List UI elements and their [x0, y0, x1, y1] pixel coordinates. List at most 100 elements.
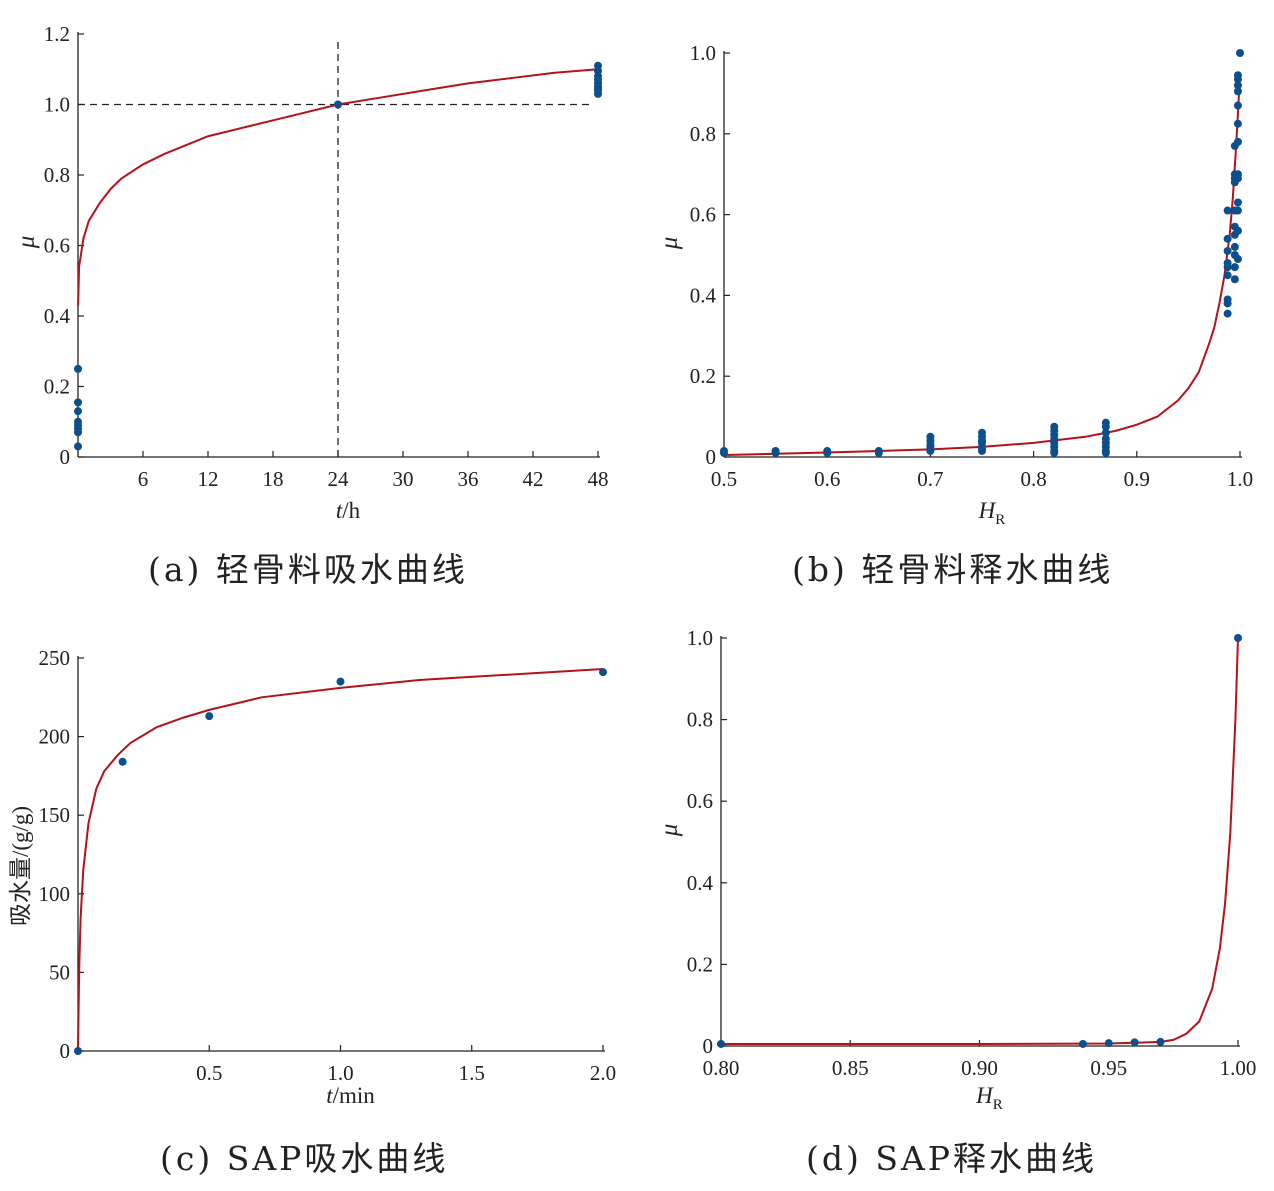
- data-point: [1234, 634, 1242, 642]
- data-point: [1101, 428, 1110, 437]
- data-point: [1223, 206, 1232, 215]
- data-point: [1156, 1037, 1165, 1046]
- data-point: [74, 1047, 82, 1055]
- data-point: [1233, 75, 1242, 84]
- y-tick-label: 50: [49, 960, 70, 984]
- x-tick-label: 36: [458, 467, 479, 491]
- x-axis-label-symbol: H: [978, 498, 997, 523]
- y-tick-label: 250: [39, 646, 71, 670]
- y-tick-label: 1.2: [44, 22, 70, 46]
- fit-curve: [721, 637, 1239, 1045]
- data-point: [1223, 309, 1232, 318]
- x-tick-label: 0.6: [814, 467, 840, 491]
- data-point: [1223, 271, 1232, 280]
- data-point: [118, 757, 127, 766]
- y-tick-label: 0.4: [44, 304, 71, 328]
- data-point: [1233, 226, 1242, 235]
- data-point: [594, 89, 602, 98]
- x-tick-label: 0.8: [1020, 467, 1046, 491]
- y-tick-label: 1.0: [690, 41, 716, 65]
- caption-c: (c) SAP吸水曲线: [160, 1139, 449, 1178]
- data-point: [599, 668, 607, 677]
- x-tick-label: 0.90: [961, 1056, 998, 1080]
- y-tick-label: 0.2: [44, 375, 70, 399]
- data-point: [823, 446, 832, 455]
- x-axis-label: HR: [978, 498, 1006, 528]
- y-tick-label: 0: [60, 1039, 71, 1063]
- data-point: [978, 446, 986, 455]
- x-axis-label: t/min: [326, 1083, 375, 1108]
- x-axis-label-subscript: R: [993, 1097, 1003, 1113]
- y-tick-label: 0: [706, 445, 717, 469]
- data-point: [1223, 246, 1232, 255]
- data-point: [74, 428, 82, 437]
- data-point: [1230, 242, 1239, 251]
- y-tick-label: 0.4: [687, 871, 714, 895]
- data-point: [720, 446, 728, 455]
- data-point: [1233, 137, 1242, 146]
- caption-b: (b) 轻骨料释水曲线: [792, 550, 1114, 589]
- data-point: [1050, 448, 1059, 457]
- data-point: [1233, 101, 1242, 110]
- fit-curve: [77, 668, 604, 1052]
- data-point: [1078, 1039, 1087, 1048]
- data-point: [334, 100, 342, 109]
- y-tick-label: 0.2: [687, 952, 713, 976]
- data-point: [1230, 275, 1239, 284]
- y-tick-label: 0.6: [44, 234, 70, 258]
- y-axis-label: μ: [13, 236, 40, 250]
- y-tick-label: 0: [60, 445, 71, 469]
- data-point: [1233, 87, 1242, 96]
- y-tick-label: 0.6: [687, 789, 713, 813]
- y-axis-label: μ: [656, 237, 683, 251]
- data-point: [74, 398, 82, 407]
- data-point: [74, 442, 82, 451]
- y-tick-label: 0.8: [687, 708, 713, 732]
- panel-a-absorption-chart: 0 0.2 0.4 0.6 0.8 1.0 1.2 6 12 18 24 30 36 42 48 t/h μ: [13, 22, 609, 523]
- data-point: [771, 446, 780, 455]
- data-point: [205, 712, 214, 721]
- x-tick-label: 0.85: [832, 1056, 869, 1080]
- data-point: [717, 1039, 725, 1048]
- caption-a: (a) 轻骨料吸水曲线: [148, 550, 468, 589]
- x-tick-label: 0.9: [1124, 467, 1150, 491]
- x-axis-label: HR: [975, 1083, 1003, 1113]
- y-tick-label: 100: [39, 882, 71, 906]
- data-point: [336, 677, 345, 686]
- data-point: [1223, 299, 1232, 308]
- x-axis-label-subscript: R: [995, 512, 1005, 528]
- data-point: [874, 446, 883, 455]
- y-axis-label: 吸水量/(g/g): [8, 806, 33, 926]
- x-tick-label: 6: [138, 467, 149, 491]
- x-tick-label: 48: [588, 467, 609, 491]
- caption-d: (d) SAP释水曲线: [806, 1139, 1098, 1178]
- y-tick-label: 1.0: [44, 93, 70, 117]
- data-point: [1233, 255, 1242, 264]
- x-axis-label-symbol: t: [336, 498, 343, 523]
- data-point: [1233, 174, 1242, 183]
- x-tick-label: 1.5: [459, 1061, 485, 1085]
- data-point: [1223, 263, 1232, 272]
- data-point: [1233, 206, 1242, 215]
- x-tick-label: 12: [198, 467, 219, 491]
- data-point: [1230, 263, 1239, 272]
- x-tick-label: 0.80: [703, 1056, 740, 1080]
- x-tick-label: 42: [523, 467, 544, 491]
- y-tick-label: 0.8: [44, 163, 70, 187]
- data-point: [1223, 234, 1232, 243]
- x-tick-label: 2.0: [590, 1061, 616, 1085]
- x-tick-label: 0.5: [711, 467, 737, 491]
- y-tick-label: 0: [703, 1034, 714, 1058]
- x-tick-label: 1.0: [1227, 467, 1253, 491]
- x-tick-label: 0.95: [1090, 1056, 1127, 1080]
- data-point: [1233, 198, 1242, 207]
- y-tick-label: 1.0: [687, 626, 713, 650]
- data-point: [1233, 81, 1242, 90]
- x-tick-label: 1.0: [327, 1061, 353, 1085]
- data-point: [74, 407, 82, 416]
- x-axis-label-unit: /h: [342, 498, 360, 523]
- y-axis-label: μ: [656, 824, 683, 838]
